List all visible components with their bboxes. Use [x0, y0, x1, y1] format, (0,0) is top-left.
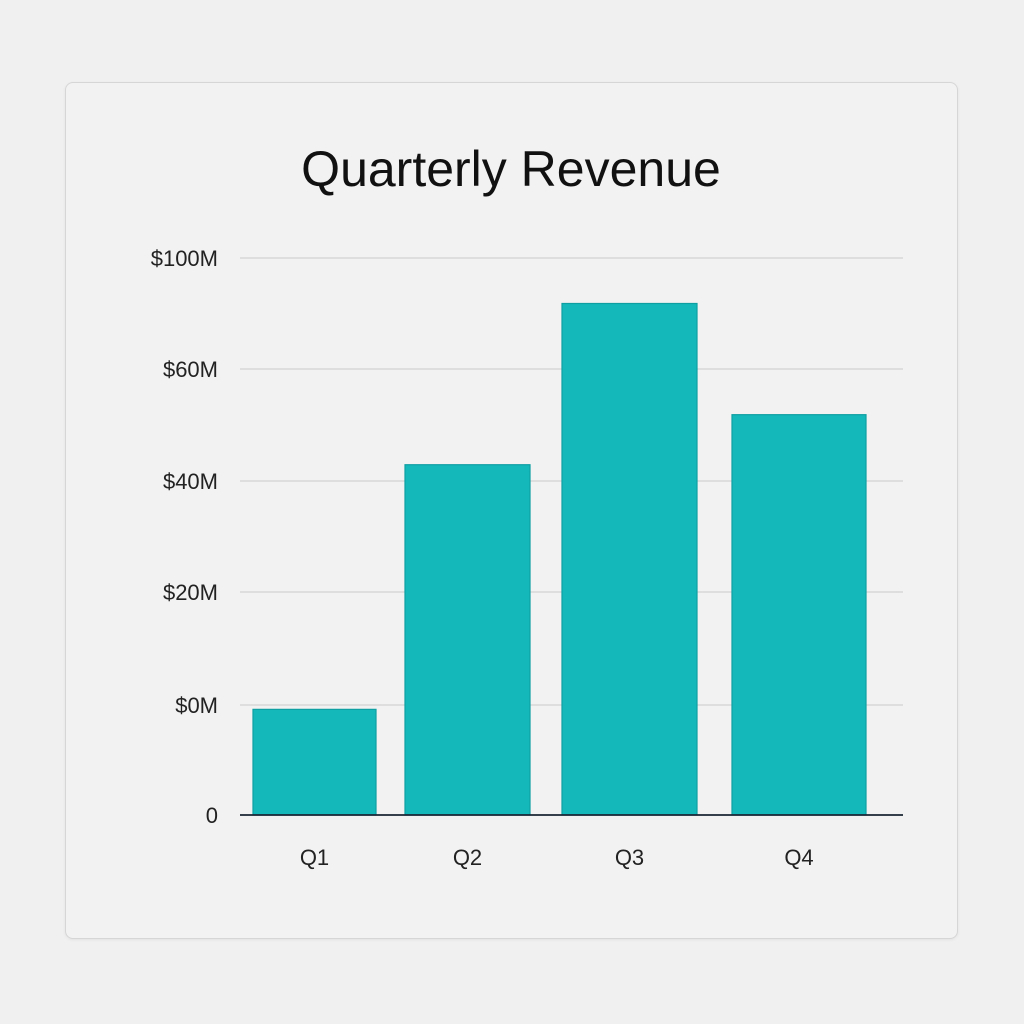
bar-q1 — [252, 708, 377, 816]
bar-q2 — [404, 464, 531, 816]
bar-q3 — [561, 302, 698, 816]
y-axis-ticks: 0 $0M $20M $40M $60M $100M — [151, 246, 218, 828]
y-tick-label: $40M — [163, 469, 218, 494]
x-tick-label: Q4 — [784, 845, 813, 870]
x-tick-label: Q2 — [453, 845, 482, 870]
y-tick-label: $60M — [163, 357, 218, 382]
chart-title: Quarterly Revenue — [301, 141, 721, 197]
y-tick-label: $0M — [175, 693, 218, 718]
x-tick-label: Q3 — [615, 845, 644, 870]
x-tick-label: Q1 — [300, 845, 329, 870]
y-tick-label: $100M — [151, 246, 218, 271]
bar-q4 — [731, 414, 867, 816]
x-axis-ticks: Q1 Q2 Q3 Q4 — [300, 845, 814, 870]
y-tick-label: $20M — [163, 580, 218, 605]
y-tick-label: 0 — [206, 803, 218, 828]
bars — [252, 302, 867, 816]
